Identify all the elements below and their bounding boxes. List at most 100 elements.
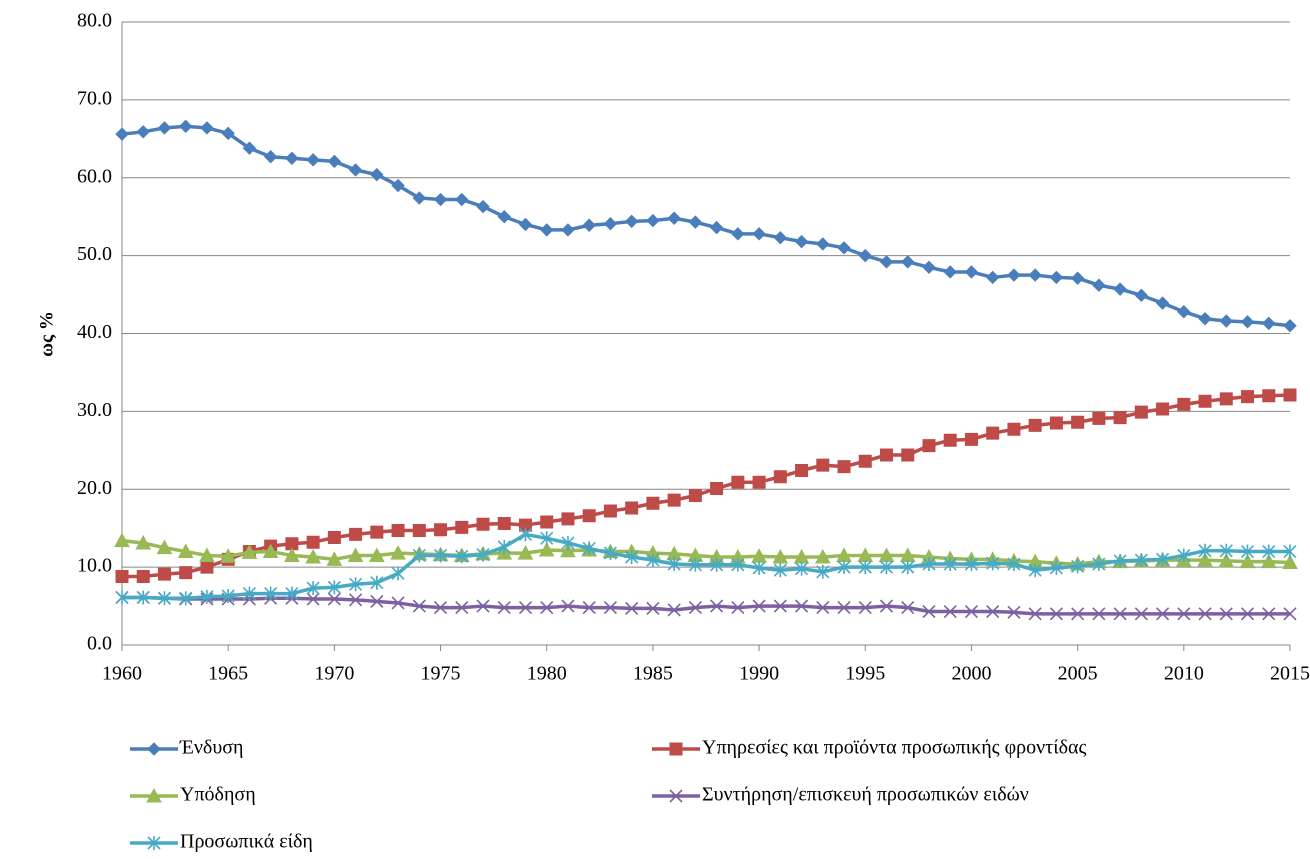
marker [1155, 296, 1170, 310]
marker [943, 604, 957, 619]
marker [1028, 418, 1042, 432]
marker [646, 601, 660, 615]
marker [390, 545, 406, 560]
y-tick-label: 40.0 [77, 321, 112, 343]
marker [561, 599, 575, 613]
marker [242, 141, 257, 155]
marker [688, 215, 703, 229]
marker [880, 448, 894, 462]
marker [1218, 552, 1235, 568]
marker [518, 217, 533, 232]
marker [1198, 394, 1212, 408]
y-tick-label: 30.0 [77, 399, 112, 421]
marker [147, 742, 161, 756]
marker [156, 539, 173, 555]
marker [391, 178, 405, 193]
marker [964, 604, 979, 619]
marker [901, 448, 915, 462]
marker [347, 547, 364, 562]
marker [794, 234, 809, 249]
marker [434, 523, 448, 537]
marker [922, 557, 936, 572]
marker [943, 433, 957, 447]
marker [964, 265, 979, 279]
marker [560, 542, 576, 558]
marker [518, 601, 533, 615]
marker [667, 603, 681, 617]
marker [688, 601, 702, 615]
marker [540, 531, 554, 546]
marker [922, 439, 936, 453]
marker [561, 535, 575, 550]
marker [370, 167, 384, 182]
marker [368, 547, 385, 562]
marker [1156, 552, 1170, 567]
y-tick-label: 80.0 [77, 10, 112, 32]
marker [1071, 415, 1085, 429]
marker [540, 223, 554, 237]
marker [858, 560, 872, 575]
marker [901, 560, 915, 575]
marker [816, 564, 830, 579]
marker [221, 588, 235, 603]
x-tick-label: 1975 [421, 663, 461, 685]
marker [476, 547, 490, 562]
x-tick-label: 2010 [1164, 663, 1204, 685]
marker [136, 125, 150, 139]
marker [157, 121, 172, 135]
marker [326, 551, 343, 566]
marker [517, 545, 534, 560]
marker [624, 214, 639, 229]
marker [1262, 544, 1276, 559]
y-tick-label: 0.0 [87, 633, 112, 655]
marker [157, 591, 172, 606]
marker [1198, 607, 1212, 621]
marker [731, 475, 745, 489]
x-tick-label: 2000 [951, 663, 991, 685]
marker [1283, 319, 1297, 333]
marker [306, 535, 320, 549]
y-tick-label: 50.0 [77, 243, 112, 265]
marker [1007, 268, 1021, 282]
marker [285, 151, 299, 165]
y-tick-label: 10.0 [77, 555, 112, 577]
y-axis-label: ως % [36, 311, 57, 357]
marker [646, 496, 660, 510]
legend-label: Υπόδηση [180, 784, 256, 806]
marker [773, 470, 787, 484]
x-tick-label: 2005 [1058, 663, 1098, 685]
marker [964, 557, 979, 572]
marker [540, 601, 554, 615]
marker [412, 599, 426, 613]
marker [1156, 402, 1170, 416]
marker [922, 260, 936, 275]
marker [348, 163, 363, 177]
marker [349, 593, 363, 607]
marker [115, 127, 129, 141]
marker [135, 534, 152, 550]
marker [370, 525, 384, 539]
marker [582, 509, 596, 523]
legend-label: Υπηρεσίες και προϊόντα προσωπικής φροντί… [702, 737, 1086, 759]
marker [901, 601, 915, 615]
marker [1219, 607, 1233, 621]
marker [667, 211, 681, 225]
marker [518, 518, 532, 532]
x-tick-label: 1960 [102, 663, 142, 685]
marker [986, 604, 1000, 619]
y-tick-label: 20.0 [77, 477, 112, 499]
marker [1113, 553, 1127, 568]
marker [433, 601, 448, 615]
marker [1219, 392, 1233, 406]
marker [752, 227, 766, 241]
marker [220, 548, 237, 563]
marker [147, 836, 161, 850]
marker [964, 432, 978, 446]
marker [943, 265, 957, 279]
marker [264, 586, 278, 601]
marker [455, 520, 469, 534]
y-tick-label: 60.0 [77, 165, 112, 187]
x-tick-label: 1990 [739, 663, 779, 685]
marker [752, 599, 766, 613]
marker [540, 515, 554, 529]
